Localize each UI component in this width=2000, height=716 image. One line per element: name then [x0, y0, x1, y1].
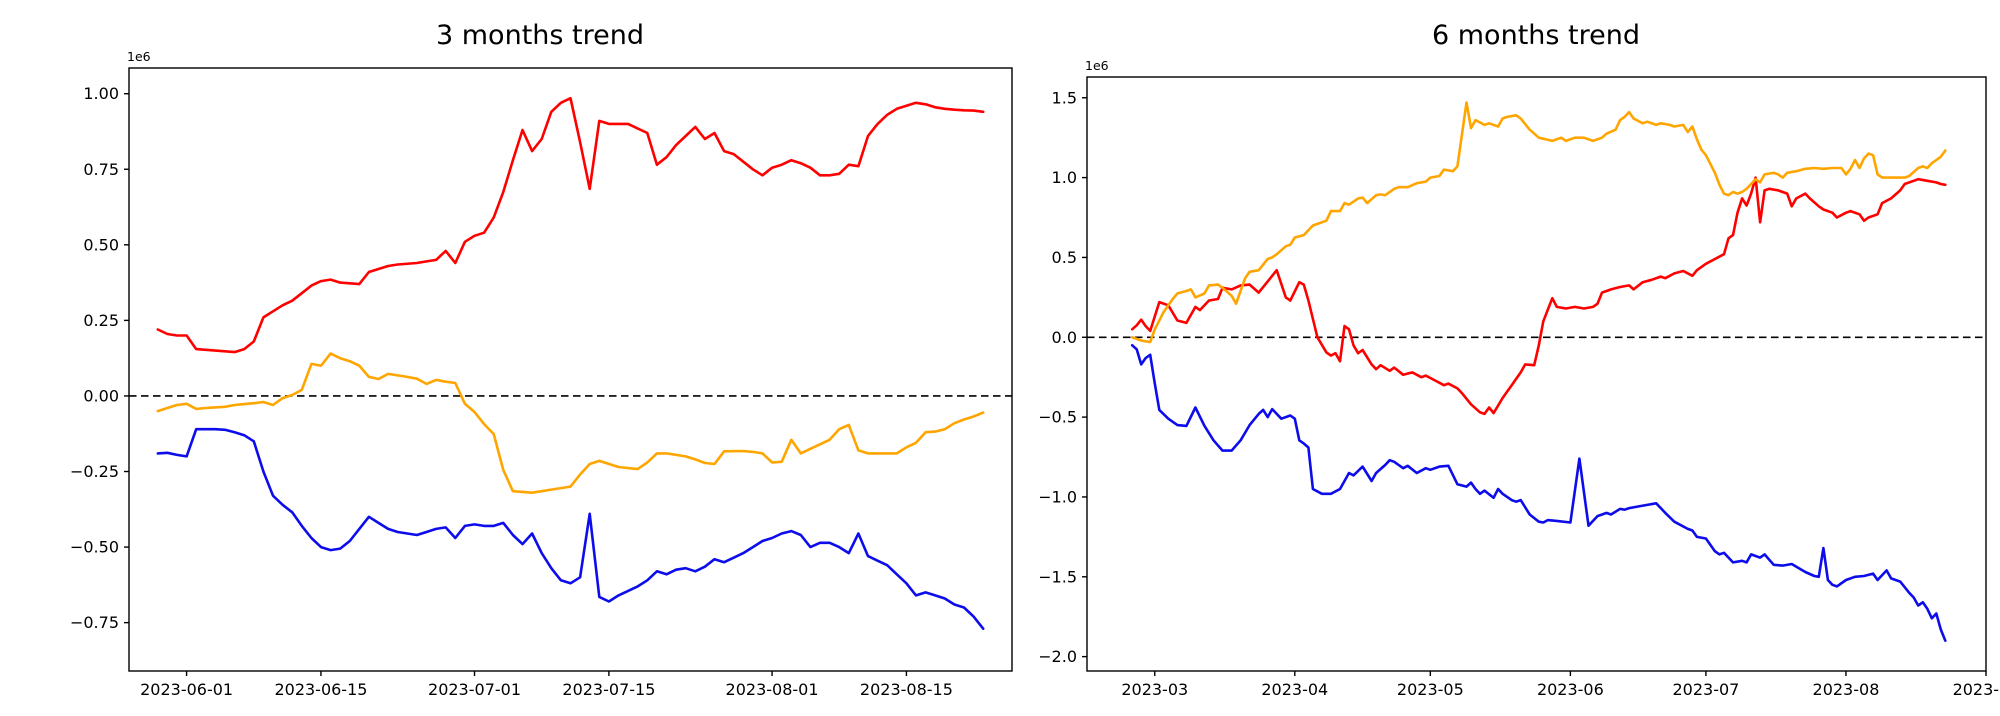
orange-line	[156, 352, 985, 495]
y-tick-label: 0.50	[83, 235, 119, 254]
trend-chart-3-months: 3 months trend 1e6 2023-06-01 2023-06-15 2…	[40, 16, 1040, 716]
y-axis-offset-label-1e6: 1e6	[1085, 58, 1109, 73]
orange-line	[1130, 101, 1947, 344]
x-tick-label: 2023-06-15	[274, 680, 367, 699]
x-tick-label: 2023-07-15	[562, 680, 655, 699]
blue-line	[156, 427, 985, 631]
y-tick-label: 1.5	[1052, 88, 1077, 107]
x-tick-label: 2023-08	[1813, 680, 1880, 699]
x-tick-label: 2023-04	[1261, 680, 1328, 699]
red-line	[156, 96, 985, 354]
y-tick-label: 1.0	[1052, 168, 1077, 187]
chart-title-3-months: 3 months trend	[436, 20, 644, 51]
x-tick-label: 2023-05	[1397, 680, 1464, 699]
x-tick-label: 2023-07	[1672, 680, 1739, 699]
y-tick-label: 0.75	[83, 160, 119, 179]
y-tick-label: −0.5	[1040, 408, 1077, 427]
y-tick-label: 1.00	[83, 84, 119, 103]
chart-title-6-months: 6 months trend	[1432, 20, 1640, 51]
y-tick-label: −0.25	[70, 462, 119, 481]
figure-canvas: { "page": {"background": "#ffffff"}, "ch…	[69, 20, 2000, 699]
trend-chart-6-months: 6 months trend 1e6 2023-03 2023-04 2023-05…	[1040, 16, 2000, 716]
x-tick-label: 2023-07-01	[428, 680, 521, 699]
blue-line	[1130, 343, 1947, 643]
y-tick-label: −0.75	[70, 613, 119, 632]
x-tick-label: 2023-08-01	[726, 680, 819, 699]
x-tick-label: 2023-09	[1953, 680, 2000, 699]
y-tick-label: 0.00	[83, 386, 119, 405]
x-tick-label: 2023-06	[1537, 680, 1604, 699]
y-tick-label: 0.5	[1052, 248, 1077, 267]
y-tick-label: 0.0	[1052, 328, 1077, 347]
y-tick-label: −1.5	[1040, 567, 1077, 586]
y-tick-label: −0.50	[70, 538, 119, 557]
y-tick-label: 0.25	[83, 311, 119, 330]
x-tick-label: 2023-03	[1121, 680, 1188, 699]
y-tick-label: −1.0	[1040, 487, 1077, 506]
chart-canvas-3-months: 2023-06-01 2023-06-15 2023-07-01 2023-07-15…	[70, 67, 1013, 699]
y-tick-label: −2.0	[1040, 647, 1077, 666]
x-tick-label: 2023-06-01	[140, 680, 233, 699]
chart-canvas-6-months: 2023-03 2023-04 2023-05 2023-06 2023-07 2023-…	[1040, 76, 2000, 699]
y-axis-offset-label-1e6: 1e6	[127, 49, 151, 64]
x-tick-label: 2023-08-15	[860, 680, 953, 699]
red-line	[1130, 176, 1947, 416]
